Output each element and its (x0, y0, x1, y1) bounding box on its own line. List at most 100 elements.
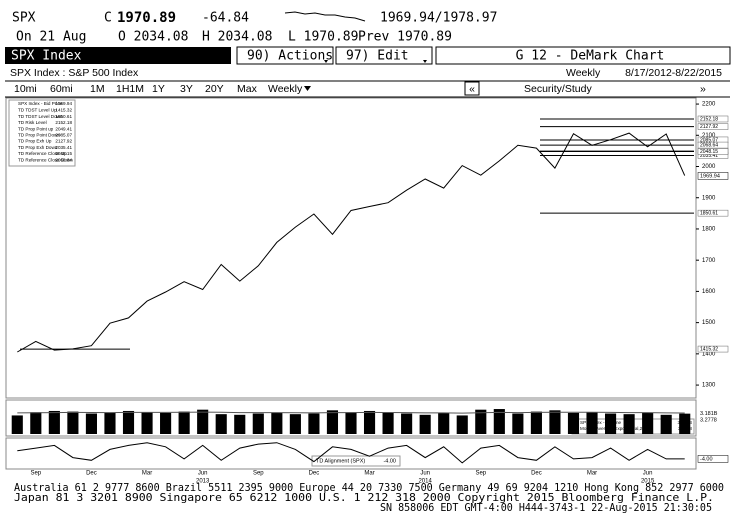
legend-name: TD Prop Point up (18, 126, 54, 131)
legend-name: TD Reference Close Down (18, 157, 73, 162)
last-value-label: 3.2778 (700, 417, 717, 423)
price-panel (5, 97, 697, 399)
legend-value: 1969.94 (55, 101, 72, 106)
volume-bar (48, 410, 60, 434)
edit-button[interactable] (335, 46, 433, 65)
range-button[interactable]: 1Y (152, 83, 165, 95)
nav-left[interactable]: « (469, 83, 475, 95)
level-marker (697, 345, 729, 353)
x-tick-label: Dec (531, 471, 542, 477)
last-value-label: 3.181B (700, 411, 718, 417)
indicator-legend-box (311, 455, 401, 467)
legend-value: -4.00 (383, 458, 396, 464)
level-label: 2068.64 (700, 142, 718, 148)
dropdown-icon (423, 60, 427, 63)
footer-line: Australia 61 2 9777 8600 Brazil 5511 239… (14, 482, 724, 494)
legend-value: 2127.92 (55, 139, 72, 144)
y-tick-label: 1500 (702, 320, 716, 326)
footer-line: Japan 81 3 3201 8900 Singapore 65 6212 1… (14, 492, 714, 504)
level-label: 1850.61 (700, 210, 718, 216)
volume-bar (642, 412, 654, 434)
volume-bar (326, 410, 339, 434)
x-year-label: 2013 (196, 479, 210, 485)
level-label: 2127.92 (700, 124, 718, 130)
last-value-marker (697, 455, 729, 463)
range-button[interactable]: 1M (90, 83, 105, 95)
study[interactable]: Security/Study (524, 83, 592, 95)
volume-bar (623, 414, 635, 434)
level-marker (697, 115, 729, 123)
security-bar (5, 47, 231, 64)
volume-bar (679, 413, 691, 434)
volume-bar (660, 414, 672, 434)
volume-bar (160, 412, 172, 434)
legend-value: 2048.15 (55, 151, 72, 156)
bid-ask: 1969.94/1978.97 (380, 11, 497, 26)
volume-bar (215, 414, 227, 434)
legend-value: 2068.64 (55, 157, 72, 162)
nav-left-button[interactable] (464, 81, 480, 96)
range-button[interactable]: 10mi (14, 83, 37, 95)
legend-name: SPX Index - Volume (580, 420, 622, 425)
level-label: 1415.32 (700, 346, 718, 352)
volume-bar (493, 409, 505, 434)
level-label: 2035.41 (700, 153, 718, 159)
legend-value: 1850.61 (55, 114, 72, 119)
volume-panel (5, 399, 697, 437)
edit[interactable]: 97) Edit (346, 49, 409, 64)
volume-bar (419, 414, 431, 434)
volume-bar (30, 412, 42, 434)
last-value-marker (697, 172, 729, 180)
legend-name: SPX Index - Bid Price (18, 101, 63, 106)
actions-button[interactable] (236, 46, 334, 65)
volume-bar (178, 411, 190, 434)
volume-bar (345, 412, 357, 434)
nav-right[interactable]: » (700, 83, 706, 95)
range-button[interactable]: 20Y (205, 83, 224, 95)
ticker: SPX (12, 11, 36, 26)
indicator-panel (5, 437, 697, 470)
legend-name: TD Alignment (SPX) (316, 458, 365, 464)
dropdown-icon (304, 86, 311, 91)
legend-name: Moving Average(Exponential,21) (580, 426, 647, 431)
range-button[interactable]: 1H1M (116, 83, 144, 95)
legend-value: 1415.32 (55, 108, 72, 113)
legend-name: TD Risk Level (18, 120, 47, 125)
range-button[interactable]: 60mi (50, 83, 73, 95)
x-year-label: 2014 (418, 479, 432, 485)
volume-bar (197, 409, 209, 434)
legend-value: 3.2778 (678, 426, 692, 431)
x-tick-label: Sep (253, 471, 264, 477)
volume-bar (252, 413, 264, 434)
legend-box (8, 99, 76, 167)
volume-bar (141, 412, 153, 434)
y-tick-label: 1300 (702, 383, 716, 389)
range-button[interactable]: 3Y (180, 83, 193, 95)
volume-bar (308, 413, 320, 434)
volume-bar (567, 412, 580, 434)
level-marker (697, 209, 729, 217)
close-label: C (104, 11, 112, 26)
volume-bar (456, 415, 468, 434)
range-button[interactable]: Max (237, 83, 258, 95)
screen-box (435, 46, 731, 65)
legend-value: 3.181B (677, 420, 692, 425)
volume-bar (289, 414, 301, 434)
volume-bar (401, 413, 413, 434)
series-line (17, 411, 685, 414)
x-year-label: 2015 (641, 479, 655, 485)
actions[interactable]: 90) Actions (247, 49, 333, 64)
range: 8/17/2012-8/22/2015 (625, 67, 722, 79)
legend-name: TD TDST Level Down (18, 114, 63, 119)
description: SPX Index : S&P 500 Index (10, 67, 139, 79)
dropdown-icon (324, 60, 328, 63)
volume-bar (530, 411, 542, 434)
security: SPX Index (11, 49, 82, 64)
frequency[interactable]: Weekly (268, 83, 303, 95)
legend-name: TD Reference Close Up (18, 151, 67, 156)
x-tick-label: Jun (643, 471, 653, 477)
period: Weekly (566, 67, 601, 79)
